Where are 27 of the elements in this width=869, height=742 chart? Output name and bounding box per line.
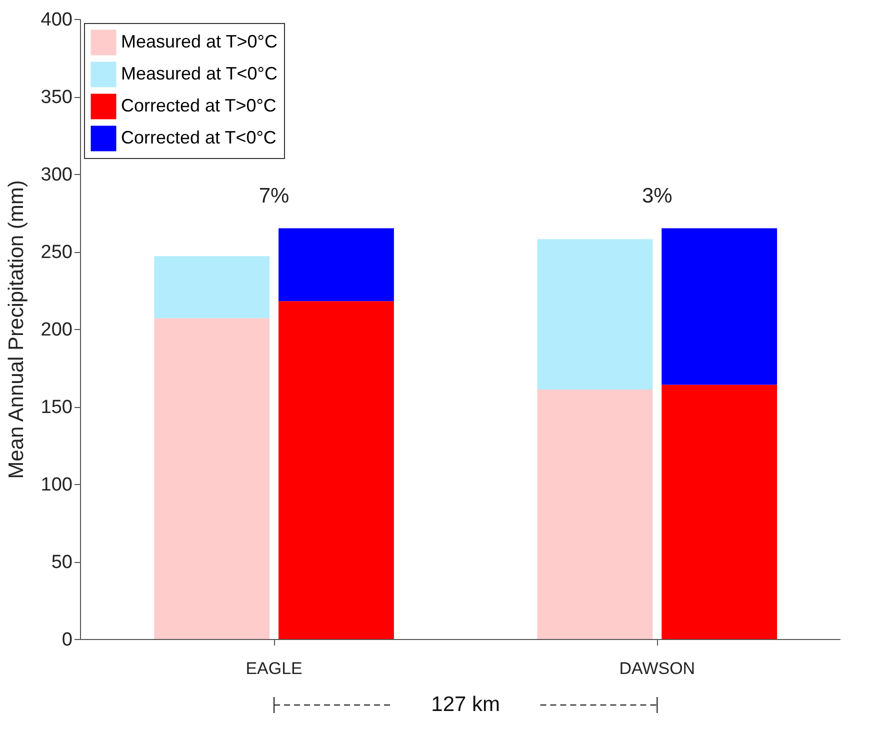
- legend-label: Measured at T<0°C: [121, 64, 278, 84]
- y-tick-label: 350: [40, 87, 72, 108]
- y-tick-label: 400: [40, 10, 72, 30]
- legend-label: Corrected at T>0°C: [121, 96, 276, 116]
- text: 127 km: [431, 693, 500, 716]
- y-axis-title: Mean Annual Precipitation (mm): [4, 180, 28, 479]
- y-tick-label: 300: [40, 164, 72, 186]
- y-tick-label: 0: [62, 630, 72, 650]
- bar: [662, 384, 778, 639]
- annotation: 7%: [258, 184, 290, 208]
- bar: [537, 389, 653, 639]
- text: EAGLE: [246, 659, 302, 678]
- bar: [662, 228, 778, 385]
- bar: [278, 228, 394, 302]
- bar: [154, 256, 270, 318]
- legend-label: Corrected at T<0°C: [121, 128, 276, 148]
- y-tick-label: 100: [40, 474, 72, 496]
- bar: [278, 301, 394, 639]
- text: DAWSON: [619, 659, 696, 678]
- y-tick-label: 150: [40, 397, 72, 418]
- y-tick-label: 250: [40, 242, 72, 263]
- legend-label: Measured at T>0°C: [121, 32, 278, 52]
- y-tick-label: 50: [51, 552, 72, 573]
- bar: [537, 239, 653, 390]
- bar: [154, 318, 270, 639]
- y-tick-label: 200: [40, 320, 72, 340]
- annotation: 3%: [642, 184, 672, 208]
